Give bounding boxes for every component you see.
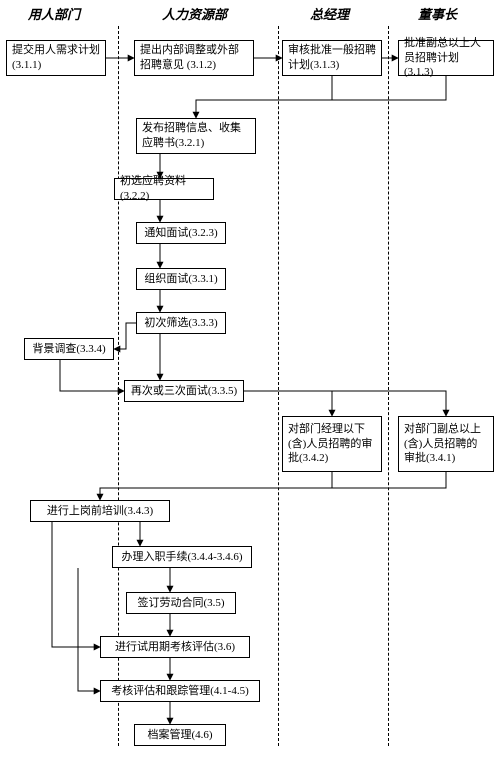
- node-n-first-screen: 初次筛选(3.3.3): [136, 312, 226, 334]
- node-n-approve-senior: 批准副总以上人员招聘计划(3.1.3): [398, 40, 494, 76]
- node-n-pre-screen-docs: 初选应聘资料(3.2.2): [114, 178, 214, 200]
- node-n-track-eval: 考核评估和跟踪管理(4.1-4.5): [100, 680, 260, 702]
- edge-eL2: [78, 568, 100, 691]
- node-n-approve-above-vp: 对部门副总以上(含)人员招聘的审批(3.4.1): [398, 416, 494, 472]
- node-n-pre-job-training: 进行上岗前培训(3.4.3): [30, 500, 170, 522]
- edge-e4: [270, 76, 332, 100]
- node-n-adjust-opinion: 提出内部调整或外部招聘意见 (3.1.2): [134, 40, 254, 76]
- node-n-approve-below-mgr: 对部门经理以下(含)人员招聘的审批(3.4.2): [282, 416, 382, 472]
- edge-eL1: [52, 522, 100, 647]
- lane-header-lane-gm: 总经理: [310, 4, 349, 23]
- lane-separator-2: [388, 26, 389, 746]
- node-n-reinterview: 再次或三次面试(3.3.5): [124, 380, 244, 402]
- lane-header-lane-hr-dept: 人力资源部: [162, 4, 227, 23]
- edge-e14b: [332, 391, 446, 416]
- edge-e12: [60, 360, 124, 391]
- edge-e17: [100, 488, 180, 500]
- node-n-file-mgmt: 档案管理(4.6): [134, 724, 226, 746]
- node-n-notify-interview: 通知面试(3.2.3): [136, 222, 226, 244]
- node-n-sign-contract: 签订劳动合同(3.5): [126, 592, 236, 614]
- lane-header-lane-chairman: 董事长: [418, 4, 457, 23]
- edge-e6: [196, 100, 270, 118]
- node-n-submit-plan: 提交用人需求计划(3.1.1): [6, 40, 106, 76]
- lane-separator-1: [278, 26, 279, 746]
- node-n-background-check: 背景调查(3.3.4): [24, 338, 114, 360]
- node-n-organize-interview: 组织面试(3.3.1): [136, 268, 226, 290]
- node-n-publish-collect: 发布招聘信息、收集应聘书(3.2.1): [136, 118, 256, 154]
- edges-layer: [0, 0, 500, 762]
- edge-e16: [180, 472, 446, 488]
- edge-e14: [244, 391, 332, 416]
- node-n-onboarding: 办理入职手续(3.4.4-3.4.6): [112, 546, 252, 568]
- node-n-approve-general: 审核批准一般招聘计划(3.1.3): [282, 40, 382, 76]
- node-n-probation-eval: 进行试用期考核评估(3.6): [100, 636, 250, 658]
- lane-header-lane-requesting-dept: 用人部门: [28, 4, 80, 23]
- flowchart-canvas: 用人部门 人力资源部 总经理 董事长提交用人需求计划(3.1.1) 提出内部调整或外部招…: [0, 0, 500, 762]
- edge-e15: [180, 472, 332, 488]
